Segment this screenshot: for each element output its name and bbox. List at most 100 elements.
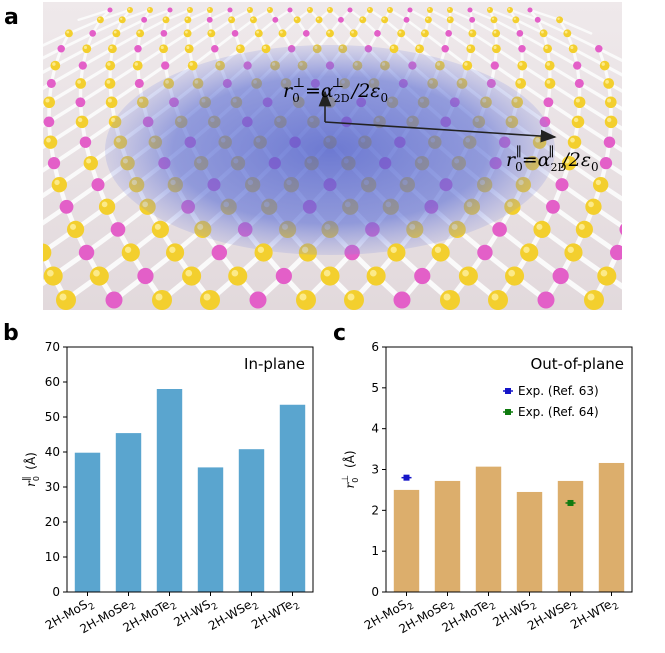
lattice-bond	[138, 18, 168, 35]
lattice-bond	[53, 47, 89, 68]
bar-2h-ws2	[516, 491, 543, 592]
lattice-bond	[78, 81, 112, 104]
atom-highlight	[347, 293, 355, 301]
lattice-bond	[408, 8, 430, 21]
chart-title: In-plane	[244, 355, 305, 373]
lattice-bond	[59, 31, 95, 51]
atom-highlight	[128, 8, 131, 11]
lattice-bond	[606, 81, 622, 93]
atom-highlight	[508, 269, 516, 277]
lattice-bond	[186, 18, 212, 35]
atom-highlight	[567, 246, 574, 253]
atom-highlight	[299, 293, 307, 301]
legend-label: Exp. (Ref. 63)	[518, 384, 599, 398]
atom-highlight	[257, 246, 265, 253]
metal-atom	[467, 7, 473, 13]
exp-point-2	[567, 499, 574, 506]
lattice-bond	[210, 18, 233, 35]
arrow-parallel	[324, 121, 557, 143]
lattice-bond	[514, 18, 545, 35]
lattice-bond	[233, 18, 255, 35]
lattice-bond	[163, 47, 191, 68]
lattice-bond	[67, 18, 102, 35]
atom-highlight	[148, 8, 151, 11]
bar-2h-wse2	[557, 480, 584, 592]
bar-2h-mose2	[434, 480, 461, 592]
metal-atom	[79, 136, 92, 148]
atom-highlight	[573, 117, 579, 123]
atom-highlight	[185, 30, 188, 34]
lattice-bond	[43, 81, 54, 91]
bar-2h-mos2	[393, 489, 420, 592]
chart-out-of-plane: 01234562H-MoS22H-MoSe22H-MoTe22H-WS22H-W…	[341, 340, 633, 638]
lattice-bond	[85, 31, 118, 51]
atom-highlight	[120, 17, 123, 20]
y-tick-label: 50	[45, 410, 60, 424]
x-tick-label: 2H-MoTe2	[440, 594, 498, 638]
atom-highlight	[600, 269, 608, 277]
lattice-bond	[77, 8, 112, 21]
lattice-bond	[603, 63, 622, 77]
lattice-bond	[230, 8, 252, 21]
atom-highlight	[398, 30, 402, 34]
metal-atom	[167, 7, 173, 13]
y-tick-label: 6	[371, 340, 379, 354]
chart-in-plane: 0102030405060702H-MoS22H-MoSe22H-MoTe22H…	[22, 340, 314, 636]
lattice-bond	[470, 18, 498, 35]
lattice-bond	[164, 8, 192, 21]
atom-highlight	[107, 98, 112, 103]
atom-highlight	[263, 45, 267, 50]
metal-atom	[603, 136, 616, 148]
metal-atom	[403, 16, 410, 23]
lattice-bond	[536, 18, 569, 35]
atom-highlight	[86, 158, 92, 164]
atom-highlight	[570, 45, 574, 50]
y-tick-label: 60	[45, 375, 60, 389]
atom-highlight	[169, 246, 176, 253]
atom-highlight	[106, 79, 111, 84]
metal-atom	[574, 78, 584, 88]
metal-atom	[477, 244, 493, 261]
y-tick-label: 20	[45, 515, 60, 529]
atom-highlight	[294, 17, 298, 20]
atom-highlight	[77, 79, 81, 84]
lattice-bond	[162, 18, 190, 35]
lattice-bond	[186, 8, 212, 21]
metal-atom	[227, 7, 233, 13]
lattice-bond	[423, 31, 447, 51]
atom-highlight	[248, 8, 251, 11]
panel-letter-c: c	[333, 321, 346, 346]
x-tick-label: 2H-WTe2	[568, 594, 621, 635]
lattice-bond	[469, 47, 497, 68]
atom-highlight	[519, 62, 523, 66]
lattice-bond	[609, 119, 622, 131]
metal-atom	[78, 61, 87, 70]
metal-atom	[445, 30, 453, 37]
atom-highlight	[54, 179, 60, 186]
atom-highlight	[448, 8, 451, 11]
lattice-bond	[108, 63, 140, 86]
atom-highlight	[98, 17, 101, 20]
y-tick-label: 0	[52, 585, 60, 599]
atom-highlight	[428, 8, 431, 11]
lattice-bond	[468, 8, 496, 21]
atom-highlight	[416, 45, 420, 50]
y-tick-label: 2	[371, 503, 379, 517]
atom-highlight	[327, 30, 331, 34]
metal-atom	[534, 16, 541, 23]
atom-highlight	[229, 17, 232, 20]
atom-highlight	[564, 30, 568, 34]
atom-highlight	[467, 45, 472, 50]
lattice-bond	[542, 31, 575, 51]
atom-highlight	[513, 17, 517, 20]
lattice-bond	[99, 8, 132, 21]
atom-highlight	[186, 45, 190, 50]
metal-atom	[573, 61, 582, 70]
atom-highlight	[536, 223, 543, 230]
bar-2h-mote2	[475, 466, 502, 592]
metal-atom	[59, 199, 74, 214]
atom-highlight	[154, 223, 161, 230]
lattice-bond	[79, 63, 112, 86]
lattice-bond	[43, 63, 57, 74]
atom-highlight	[163, 17, 167, 20]
